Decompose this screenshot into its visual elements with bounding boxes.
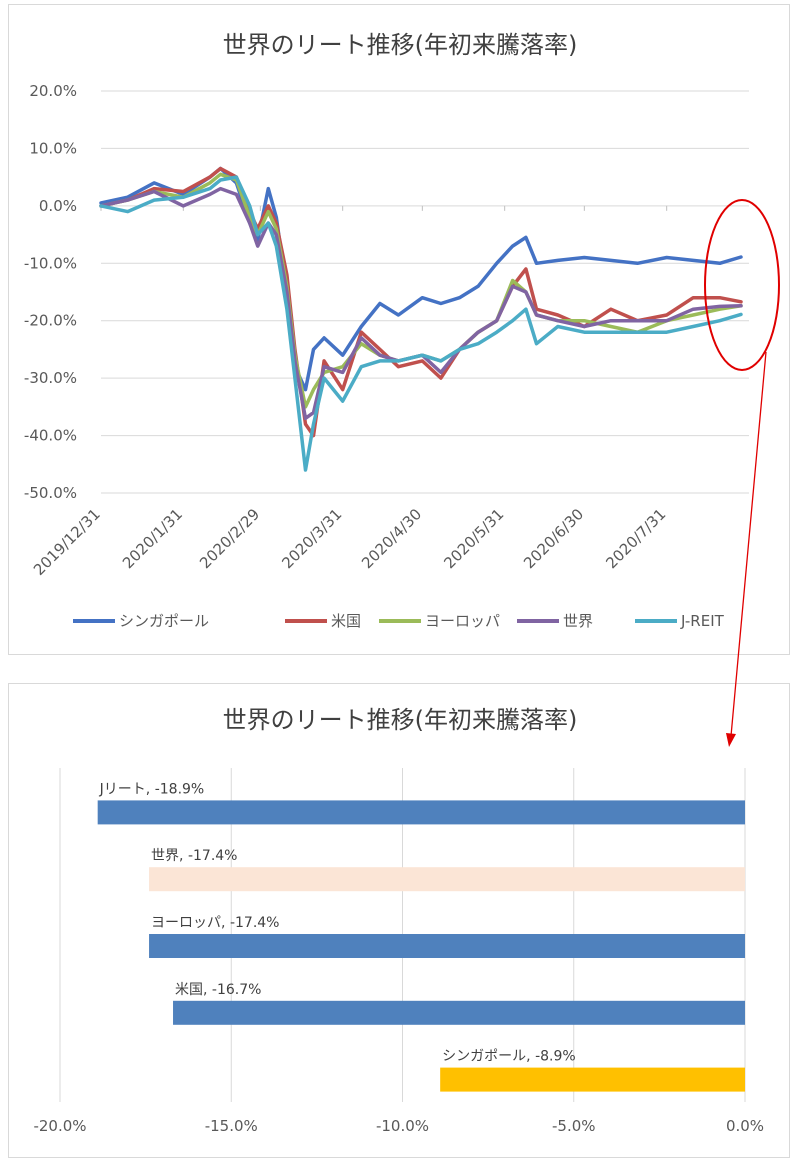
series-line — [99, 175, 743, 472]
x-tick-label: -10.0% — [376, 1117, 429, 1135]
x-tick-label: 2020/1/31 — [119, 505, 186, 572]
bar — [440, 1067, 745, 1092]
legend-label: 世界 — [563, 612, 593, 630]
legend-label: シンガポール — [119, 612, 209, 630]
x-tick-label: 2020/4/30 — [358, 505, 425, 572]
legend-label: ヨーロッパ — [425, 612, 500, 630]
y-tick-label: 10.0% — [29, 139, 77, 157]
x-tick-label: 0.0% — [726, 1117, 764, 1135]
line-chart-panel: 世界のリート推移(年初来騰落率) 20.0% 10.0% 0.0% -10.0% -20.… — [8, 4, 790, 655]
x-tick-label: 2020/5/31 — [440, 505, 507, 572]
x-tick-label: 2020/2/29 — [196, 505, 263, 572]
x-tick-label: 2020/6/30 — [520, 505, 587, 572]
y-tick-label: 0.0% — [39, 197, 77, 215]
line-chart: 世界のリート推移(年初来騰落率) 20.0% 10.0% 0.0% -10.0% -20.… — [24, 31, 749, 630]
x-tick-label: 2020/7/31 — [602, 505, 669, 572]
data-label: Jリート, -18.9% — [99, 781, 205, 797]
data-label: シンガポール, -8.9% — [442, 1049, 576, 1065]
data-label: 米国, -16.7% — [175, 982, 261, 998]
x-tick-label: -15.0% — [205, 1117, 258, 1135]
y-tick-label: -30.0% — [24, 369, 77, 387]
data-label: ヨーロッパ, -17.4% — [151, 915, 279, 931]
y-tick-label: -40.0% — [24, 427, 77, 445]
x-tick-label: -5.0% — [552, 1117, 596, 1135]
bar-chart: 世界のリート推移(年初来騰落率) -20.0% -15.0% -10.0% -5.0% 0… — [33, 706, 764, 1135]
y-tick-label: -10.0% — [24, 254, 77, 272]
series-line — [99, 186, 743, 421]
legend-label: J-REIT — [680, 612, 725, 630]
data-label: 世界, -17.4% — [151, 848, 237, 864]
bar — [149, 867, 746, 892]
bar — [97, 800, 746, 825]
y-tick-label: -20.0% — [24, 312, 77, 330]
x-tick-label: 2019/12/31 — [30, 505, 104, 579]
x-tick-label: 2020/3/31 — [278, 505, 345, 572]
series-line — [99, 166, 743, 438]
y-tick-label: -50.0% — [24, 484, 77, 502]
bar — [149, 934, 746, 958]
chart-title: 世界のリート推移(年初来騰落率) — [223, 706, 578, 734]
bar — [173, 1000, 745, 1025]
y-tick-label: 20.0% — [29, 82, 77, 100]
x-tick-label: -20.0% — [33, 1117, 86, 1135]
legend-label: 米国 — [331, 612, 361, 630]
bar-chart-panel: 世界のリート推移(年初来騰落率) -20.0% -15.0% -10.0% -5.0% 0… — [8, 683, 790, 1158]
series-line — [99, 172, 743, 409]
chart-title: 世界のリート推移(年初来騰落率) — [223, 31, 578, 59]
